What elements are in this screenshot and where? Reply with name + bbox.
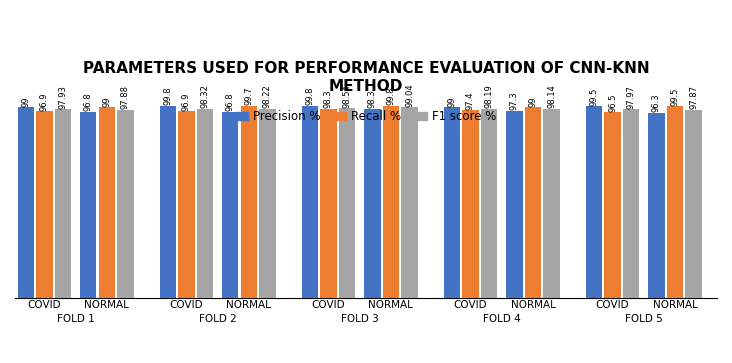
Bar	[259, 109, 276, 298]
Text: 98.32: 98.32	[201, 84, 209, 108]
Text: 97.87: 97.87	[689, 85, 698, 109]
Bar	[605, 112, 621, 298]
Text: 96.5: 96.5	[608, 93, 617, 112]
Text: 98.54: 98.54	[343, 84, 351, 108]
Bar	[525, 107, 541, 298]
Text: 98.14: 98.14	[547, 85, 556, 109]
Bar	[481, 109, 497, 298]
Text: FOLD 5: FOLD 5	[625, 314, 662, 324]
Bar	[302, 106, 318, 298]
Text: 97.4: 97.4	[466, 91, 475, 110]
Text: 99.04: 99.04	[405, 83, 414, 107]
Bar	[506, 111, 523, 298]
Text: 98.22: 98.22	[263, 85, 272, 108]
Bar	[667, 106, 683, 298]
Bar	[586, 106, 602, 298]
Bar	[55, 110, 71, 298]
Bar	[444, 107, 460, 298]
Text: 99.8: 99.8	[305, 87, 314, 105]
Text: 98.19: 98.19	[485, 85, 493, 109]
Text: 99: 99	[102, 96, 111, 107]
Bar	[463, 110, 479, 298]
Text: 96.3: 96.3	[652, 93, 661, 112]
Text: 96.9: 96.9	[40, 92, 49, 111]
Title: PARAMETERS USED FOR PERFORMANCE EVALUATION OF CNN-KNN
METHOD: PARAMETERS USED FOR PERFORMANCE EVALUATI…	[83, 61, 649, 94]
Bar	[685, 110, 702, 298]
Text: FOLD 4: FOLD 4	[483, 314, 520, 324]
Bar	[364, 109, 381, 298]
Bar	[623, 109, 639, 298]
Text: FOLD 1: FOLD 1	[57, 314, 94, 324]
Text: 99.7: 99.7	[244, 87, 253, 106]
Bar	[401, 107, 418, 298]
Text: 99.8: 99.8	[163, 87, 172, 105]
Text: 97.88: 97.88	[121, 85, 130, 109]
Text: 98.3: 98.3	[367, 90, 377, 108]
Bar	[160, 106, 176, 298]
Bar	[222, 112, 239, 298]
Text: 96.8: 96.8	[83, 93, 93, 111]
Bar	[197, 109, 213, 298]
Bar	[543, 109, 560, 298]
Text: 97.93: 97.93	[59, 85, 67, 109]
Text: 96.8: 96.8	[225, 93, 235, 111]
Text: 99.5: 99.5	[671, 87, 679, 106]
Bar	[339, 108, 355, 298]
Text: 99: 99	[21, 96, 30, 107]
Text: 97.97: 97.97	[627, 85, 635, 109]
Text: 97.3: 97.3	[510, 91, 519, 110]
Bar	[321, 109, 337, 298]
Bar	[36, 111, 53, 298]
Text: 99: 99	[447, 96, 456, 107]
Bar	[383, 106, 399, 298]
Bar	[18, 107, 34, 298]
Text: 98.3: 98.3	[324, 90, 333, 108]
Bar	[99, 107, 115, 298]
Bar	[649, 113, 665, 298]
Text: FOLD 2: FOLD 2	[199, 314, 236, 324]
Bar	[178, 111, 195, 298]
Bar	[80, 112, 97, 298]
Bar	[241, 106, 257, 298]
Text: 96.9: 96.9	[182, 92, 191, 111]
Text: 99.5: 99.5	[589, 87, 599, 106]
Text: 99.8: 99.8	[386, 87, 395, 105]
Text: 99: 99	[529, 96, 537, 107]
Bar	[117, 110, 134, 298]
Text: FOLD 3: FOLD 3	[341, 314, 378, 324]
Legend: Precision %, Recall %, F1 score %: Precision %, Recall %, F1 score %	[231, 106, 501, 128]
